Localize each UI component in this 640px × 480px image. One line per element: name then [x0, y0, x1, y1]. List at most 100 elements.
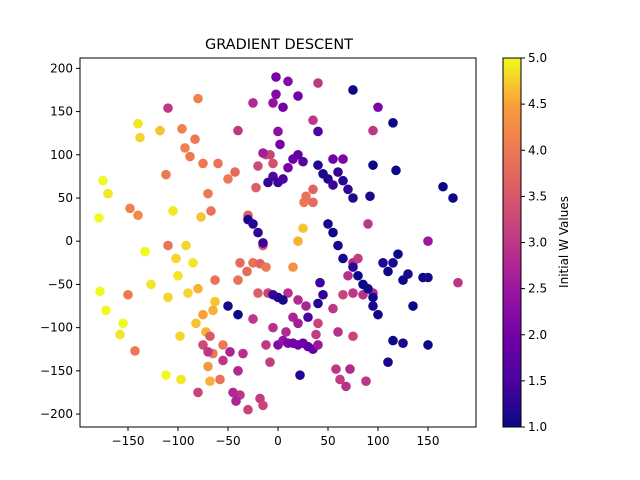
- x-tick-label: −150: [112, 434, 145, 448]
- scatter-point: [253, 288, 263, 298]
- scatter-point: [438, 181, 448, 192]
- scatter-point: [248, 314, 258, 324]
- colorbar-tick-label: 5.0: [528, 51, 547, 65]
- scatter-point: [388, 258, 398, 268]
- scatter-point: [338, 253, 348, 264]
- scatter-point: [301, 301, 311, 311]
- y-tick-label: 200: [50, 61, 73, 75]
- scatter-point: [343, 270, 353, 281]
- scatter-point: [161, 370, 171, 380]
- scatter-point: [206, 206, 216, 216]
- scatter-point: [233, 366, 243, 376]
- scatter-point: [361, 376, 371, 386]
- scatter-point: [225, 347, 235, 357]
- scatter-point: [453, 277, 463, 288]
- scatter-points: [94, 72, 463, 415]
- scatter-point: [261, 262, 271, 272]
- x-tick-label: 100: [367, 434, 390, 448]
- scatter-point: [175, 331, 185, 342]
- scatter-point: [348, 193, 358, 203]
- scatter-point: [383, 357, 393, 367]
- scatter-point: [338, 175, 348, 186]
- scatter-point: [161, 169, 171, 180]
- x-tick-label: 50: [320, 434, 335, 448]
- y-tick-label: 100: [50, 148, 73, 162]
- scatter-point: [171, 253, 181, 264]
- colorbar-tick-label: 3.0: [528, 236, 547, 250]
- scatter-point: [298, 223, 308, 234]
- scatter-point: [133, 210, 143, 221]
- scatter-point: [223, 174, 233, 184]
- scatter-point: [373, 309, 383, 320]
- scatter-point: [283, 162, 293, 173]
- scatter-point: [293, 236, 303, 247]
- scatter-point: [275, 139, 285, 150]
- y-axis: −200 −150 −100 −50 0 50 100 150 200: [40, 61, 80, 421]
- scatter-point: [328, 180, 338, 190]
- scatter-point: [233, 275, 243, 285]
- scatter-point: [348, 288, 358, 298]
- scatter-point: [233, 309, 243, 320]
- scatter-point: [313, 318, 323, 329]
- scatter-point: [193, 283, 203, 294]
- scatter-point: [243, 404, 253, 415]
- scatter-point: [391, 165, 401, 176]
- scatter-point: [210, 275, 220, 285]
- scatter-point: [193, 93, 203, 104]
- y-tick-label: −150: [40, 364, 73, 378]
- y-tick-label: −200: [40, 407, 73, 421]
- scatter-point: [268, 158, 278, 169]
- scatter-point: [278, 102, 288, 113]
- scatter-point: [341, 381, 351, 392]
- scatter-point: [251, 182, 261, 193]
- scatter-point: [273, 126, 283, 137]
- scatter-point: [293, 318, 303, 329]
- scatter-point: [265, 357, 275, 367]
- scatter-point: [253, 227, 263, 238]
- colorbar-tick-label: 2.5: [528, 282, 547, 296]
- scatter-point: [228, 387, 238, 398]
- scatter-point: [223, 301, 233, 311]
- scatter-point: [353, 270, 363, 281]
- y-tick-label: −50: [48, 277, 73, 291]
- scatter-point: [177, 124, 187, 134]
- scatter-point: [163, 103, 173, 113]
- scatter-point: [283, 76, 293, 87]
- colorbar-axis: 1.0 1.5 2.0 2.5 3.0 3.5 4.0 4.5 5.0: [521, 51, 547, 434]
- scatter-point: [173, 270, 183, 281]
- scatter-point: [271, 89, 281, 100]
- scatter-point: [348, 262, 358, 272]
- scatter-point: [123, 289, 133, 300]
- scatter-point: [353, 253, 363, 264]
- scatter-point: [423, 236, 433, 247]
- x-axis: −150 −100 −50 0 50 100 150: [112, 427, 439, 448]
- scatter-point: [281, 327, 291, 337]
- scatter-point: [348, 85, 358, 95]
- scatter-point: [368, 292, 378, 303]
- scatter-point: [210, 296, 220, 307]
- scatter-point: [288, 262, 298, 272]
- scatter-point: [423, 272, 433, 283]
- scatter-point: [328, 154, 338, 164]
- scatter-point: [193, 387, 203, 398]
- scatter-point: [180, 143, 190, 153]
- scatter-point: [248, 219, 258, 229]
- scatter-point: [295, 370, 305, 380]
- scatter-point: [125, 203, 135, 214]
- scatter-point: [205, 331, 215, 342]
- scatter-point: [303, 312, 313, 323]
- scatter-point: [373, 102, 383, 113]
- x-tick-label: −50: [215, 434, 240, 448]
- scatter-point: [118, 318, 128, 329]
- scatter-point: [198, 309, 208, 320]
- scatter-point: [101, 305, 111, 316]
- scatter-point: [323, 219, 333, 229]
- scatter-point: [328, 227, 338, 238]
- colorbar: [502, 57, 522, 428]
- scatter-point: [333, 327, 343, 337]
- scatter-point: [313, 78, 323, 88]
- scatter-point: [188, 258, 198, 268]
- scatter-point: [363, 283, 373, 294]
- scatter-point: [258, 400, 268, 411]
- x-tick-label: 0: [274, 434, 282, 448]
